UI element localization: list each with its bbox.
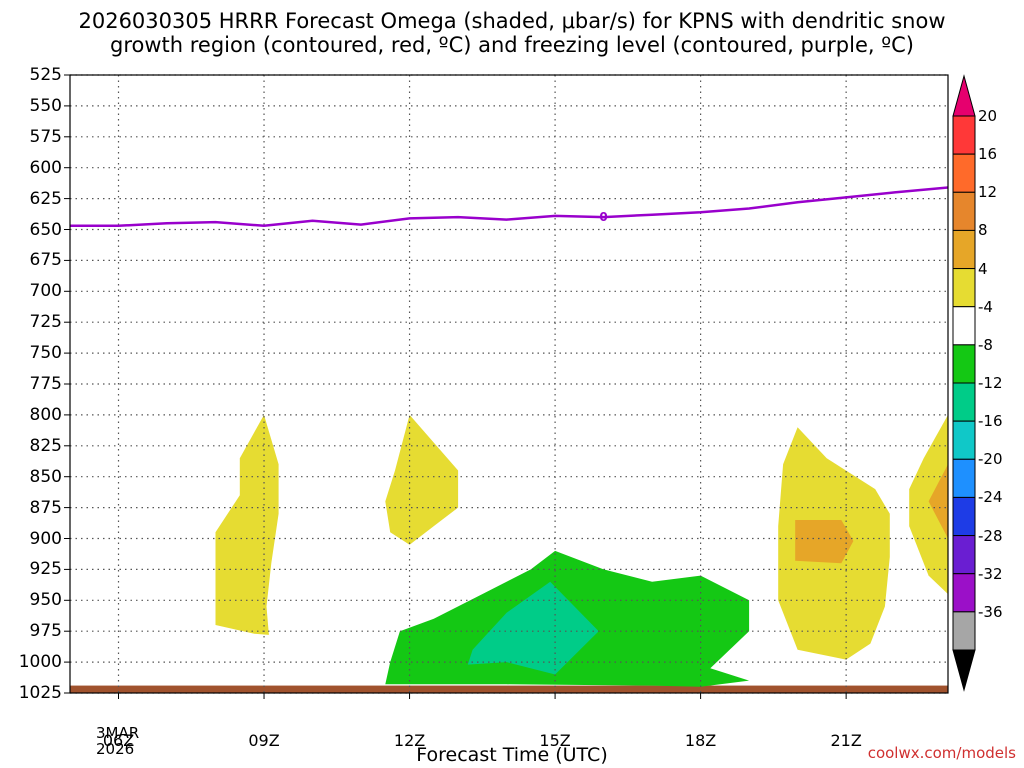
colorbar-label--28: -28 [978,526,1003,545]
y-tick-label-550: 550 [29,95,62,116]
colorbar-box-1 [952,153,976,193]
omega-region-5 [928,464,948,539]
date-label-day: 3MAR [96,724,140,742]
omega-region-7 [467,581,599,675]
colorbar-label--20: -20 [978,450,1003,469]
x-tick-label-06Z: 06Z [102,731,135,750]
colorbar-box-0 [952,115,976,155]
freezing-level-line [70,186,949,228]
y-tick-label-975: 975 [29,621,62,642]
y-tick-label-750: 750 [29,343,62,364]
colorbar-label-4: 4 [978,259,988,278]
freezing-level-contour-label: 0 [599,210,608,225]
colorbar-box-6 [952,344,976,384]
colorbar-box-8 [952,420,976,460]
colorbar-box-7 [952,382,976,422]
y-tick-label-1000: 1000 [18,652,62,673]
colorbar-arrow-top [952,74,976,117]
y-tick-label-800: 800 [29,404,62,425]
colorbar-arrow-bottom [952,649,976,692]
y-tick-label-700: 700 [29,281,62,302]
colorbar-label--4: -4 [978,297,993,316]
chart-title-line-2: growth region (contoured, red, ºC) and f… [110,33,914,57]
colorbar-box-9 [952,458,976,498]
colorbar-box-2 [952,191,976,231]
x-tick-label-18Z: 18Z [684,731,717,750]
colorbar-label--12: -12 [978,374,1003,392]
colorbar-label-16: 16 [978,145,998,164]
colorbar-box-10 [952,496,976,537]
y-tick-label-525: 525 [29,65,62,85]
colorbar-label-8: 8 [978,221,988,240]
colorbar-label--16: -16 [978,412,1003,431]
omega-region-4 [795,520,854,564]
colorbar-label--36: -36 [978,602,1003,621]
date-label-year: 2026 [96,740,135,758]
colorbar-box-13 [952,611,976,651]
y-tick-label-950: 950 [29,590,62,611]
y-tick-label-675: 675 [29,250,62,271]
y-tick-label-600: 600 [29,157,62,178]
y-tick-label-900: 900 [29,528,62,549]
omega-region-3 [909,414,948,595]
colorbar-label--32: -32 [978,564,1003,583]
x-tick-label-12Z: 12Z [393,731,426,750]
colorbar-label--8: -8 [978,335,993,354]
ground-fill [70,685,948,693]
omega-region-1 [385,414,459,545]
colorbar-label--24: -24 [978,488,1003,507]
colorbar-box-11 [952,535,976,575]
colorbar-label-12: 12 [978,183,998,202]
source-credit-link[interactable]: coolwx.com/models [867,744,1016,762]
y-tick-label-775: 775 [29,374,62,394]
y-tick-label-1025: 1025 [18,683,62,703]
x-tick-label-21Z: 21Z [830,731,862,750]
y-tick-label-575: 575 [29,126,62,147]
y-tick-label-850: 850 [29,466,62,487]
x-axis-title: Forecast Time (UTC) [416,744,608,766]
y-tick-label-825: 825 [29,435,62,456]
x-tick-label-09Z: 09Z [248,731,280,750]
y-tick-label-650: 650 [29,219,62,240]
colorbar-label-20: 20 [978,107,998,125]
y-tick-label-625: 625 [29,188,62,209]
colorbar-box-12 [952,573,976,613]
x-tick-label-15Z: 15Z [539,731,571,750]
y-tick-label-725: 725 [29,312,62,333]
colorbar-box-5 [952,306,976,346]
chart-title-line-1: 2026030305 HRRR Forecast Omega (shaded, … [78,9,946,33]
y-tick-label-925: 925 [29,559,62,580]
y-tick-label-875: 875 [29,497,62,518]
omega-region-0 [215,414,279,635]
colorbar-box-4 [952,268,976,308]
colorbar-box-3 [952,229,976,270]
